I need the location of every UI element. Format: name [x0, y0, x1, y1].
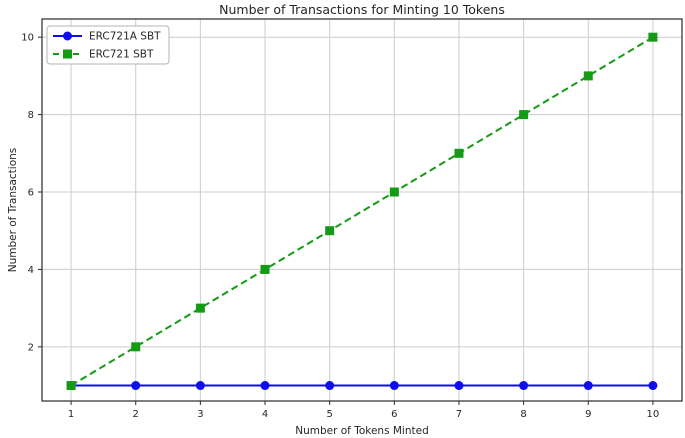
- x-tick-label: 5: [326, 409, 332, 420]
- chart-title: Number of Transactions for Minting 10 To…: [219, 2, 505, 17]
- data-point-marker: [583, 71, 593, 81]
- y-tick-label: 10: [21, 33, 34, 44]
- data-point-marker: [389, 381, 399, 391]
- y-axis-label: Number of Transactions: [7, 147, 19, 273]
- data-point-marker: [325, 226, 335, 236]
- x-tick-label: 4: [262, 409, 268, 420]
- x-tick-label: 2: [133, 409, 139, 420]
- data-point-marker: [519, 381, 529, 391]
- y-tick-label: 6: [28, 188, 34, 199]
- data-point-marker: [519, 110, 529, 120]
- data-point-marker: [454, 148, 464, 158]
- x-tick-label: 9: [585, 409, 591, 420]
- data-point-marker: [66, 381, 76, 391]
- data-point-marker: [260, 264, 270, 274]
- data-point-marker: [389, 187, 399, 197]
- legend: ERC721A SBT ERC721 SBT: [46, 25, 170, 65]
- axes-frame: [41, 18, 683, 402]
- x-tick-label: 1: [68, 409, 74, 420]
- data-point-marker: [195, 303, 205, 313]
- x-tick-label: 7: [456, 409, 462, 420]
- legend-circle-marker-icon: [63, 31, 72, 41]
- data-point-marker: [454, 381, 464, 391]
- legend-label: ERC721 SBT: [89, 49, 154, 61]
- data-point-marker: [131, 342, 141, 352]
- data-point-marker: [325, 381, 335, 391]
- data-point-marker: [131, 381, 141, 391]
- y-tick-label: 8: [28, 110, 34, 121]
- legend-square-marker-icon: [63, 49, 72, 59]
- data-point-marker: [648, 381, 658, 391]
- x-tick-label: 8: [520, 409, 526, 420]
- x-axis-label: Number of Tokens Minted: [295, 425, 429, 437]
- y-tick-label: 4: [28, 265, 34, 276]
- data-point-marker: [583, 381, 593, 391]
- x-tick-label: 6: [391, 409, 397, 420]
- x-tick-label: 10: [647, 409, 660, 420]
- series-line-1: [70, 36, 654, 387]
- data-point-marker: [648, 32, 658, 42]
- data-point-marker: [260, 381, 270, 391]
- x-tick-label: 3: [197, 409, 203, 420]
- y-tick-label: 2: [28, 342, 34, 353]
- legend-label: ERC721A SBT: [89, 31, 161, 43]
- data-point-marker: [195, 381, 205, 391]
